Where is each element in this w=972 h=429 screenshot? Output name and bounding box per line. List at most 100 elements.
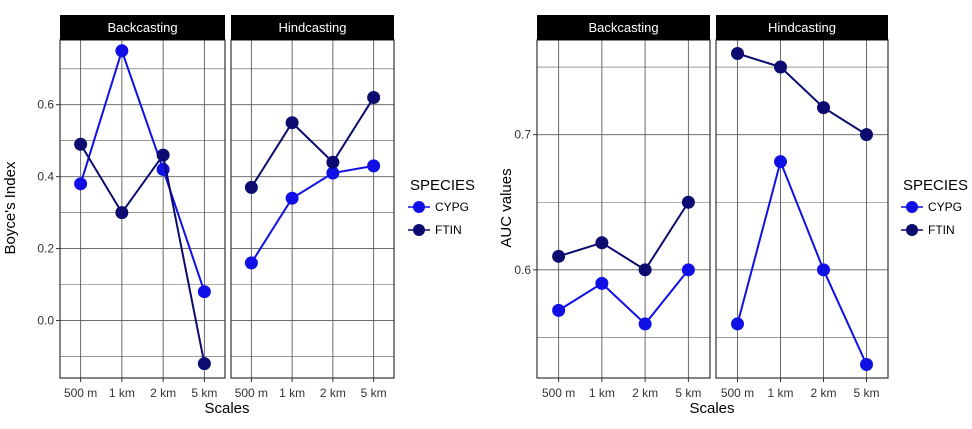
boyce-y-ticks: 0.0 0.2 0.4 0.6 — [37, 98, 60, 327]
boyce-grid — [59, 39, 395, 379]
y-axis-title: AUC values — [498, 168, 515, 247]
legend-item-ftin: FTIN — [901, 223, 955, 237]
y-tick-label: 0.7 — [514, 128, 531, 142]
data-point-cypg — [817, 263, 830, 277]
series-line-ftin — [250, 96, 375, 188]
y-tick-label: 0.2 — [37, 242, 54, 256]
data-point-ftin — [244, 180, 258, 194]
auc-grid — [536, 39, 889, 379]
x-tick-label: 500 m — [235, 386, 268, 400]
data-point-cypg — [774, 155, 787, 169]
auc-values-chart: Backcasting Hindcasting 0.6 0.7 500 m 1 km… — [498, 15, 968, 417]
data-point-ftin — [326, 155, 340, 169]
data-point-ftin — [285, 116, 299, 130]
data-point-ftin — [197, 357, 211, 371]
data-point-ftin — [115, 206, 129, 220]
legend-item-cypg: CYPG — [901, 200, 962, 214]
x-tick-label: 2 km — [810, 386, 836, 400]
data-point-ftin — [156, 148, 170, 162]
data-point-cypg — [681, 263, 695, 277]
y-tick-label: 0.0 — [37, 313, 54, 327]
data-point-ftin — [681, 195, 695, 209]
y-tick-label: 0.6 — [37, 98, 54, 112]
y-tick-label: 0.6 — [514, 263, 531, 277]
data-point-ftin — [860, 128, 873, 142]
auc-facet-strips: Backcasting Hindcasting — [537, 15, 888, 40]
strip-label-hindcasting: Hindcasting — [279, 20, 347, 35]
x-tick-label: 500 m — [721, 386, 754, 400]
boyce-facet-strips: Backcasting Hindcasting — [60, 15, 394, 40]
x-axis-title: Scales — [689, 400, 734, 417]
legend-label-cypg: CYPG — [435, 200, 469, 214]
data-point-ftin — [367, 91, 381, 105]
data-point-cypg — [326, 166, 340, 180]
series-line-cypg — [558, 269, 690, 326]
series-line-ftin — [737, 52, 868, 136]
x-tick-label: 1 km — [589, 386, 615, 400]
series-line-cypg — [250, 164, 374, 264]
x-tick-label: 5 km — [675, 386, 701, 400]
x-tick-label: 5 km — [361, 386, 387, 400]
legend-item-ftin: FTIN — [408, 223, 462, 237]
x-axis-title: Scales — [204, 400, 249, 417]
boyce-index-chart: Backcasting Hindcasting 0.0 0.2 0.4 0.6 500… — [2, 15, 475, 417]
series-line-ftin — [79, 143, 206, 364]
strip-hindcasting — [231, 15, 394, 40]
legend-label-ftin: FTIN — [435, 223, 462, 237]
panel-background — [231, 40, 394, 378]
strip-hindcasting — [716, 15, 888, 40]
strip-backcasting — [537, 15, 710, 40]
legend-swatch-ftin — [413, 224, 425, 236]
data-point-cypg — [860, 357, 873, 371]
legend-item-cypg: CYPG — [408, 200, 469, 214]
data-point-cypg — [367, 159, 381, 173]
legend-title: SPECIES — [410, 177, 475, 194]
boyce-series — [74, 44, 381, 371]
x-tick-label: 1 km — [767, 386, 793, 400]
strip-label-hindcasting: Hindcasting — [768, 20, 836, 35]
series-line-ftin — [558, 201, 690, 272]
x-tick-label: 500 m — [64, 386, 97, 400]
data-point-cypg — [638, 317, 652, 331]
x-tick-label: 500 m — [542, 386, 575, 400]
data-point-ftin — [552, 249, 566, 263]
data-point-ftin — [595, 236, 609, 250]
strip-label-backcasting: Backcasting — [588, 20, 658, 35]
legend-title: SPECIES — [903, 177, 968, 194]
strip-backcasting — [60, 15, 225, 40]
legend-swatch-cypg — [413, 201, 425, 213]
y-axis-title: Boyce's Index — [2, 161, 19, 254]
series-line-cypg — [736, 158, 868, 365]
legend: SPECIES CYPG FTIN — [901, 177, 968, 237]
data-point-cypg — [115, 44, 129, 58]
data-point-ftin — [731, 47, 744, 61]
auc-series — [552, 47, 873, 371]
data-point-cypg — [595, 276, 609, 290]
legend-swatch-ftin — [906, 224, 918, 236]
data-point-ftin — [74, 137, 88, 151]
auc-x-ticks: 500 m 1 km 2 km 5 km 500 m 1 km 2 km 5 km — [542, 378, 880, 400]
legend-label-cypg: CYPG — [928, 200, 962, 214]
legend-swatch-cypg — [906, 201, 918, 213]
x-tick-label: 1 km — [109, 386, 135, 400]
panel-background — [60, 40, 225, 378]
series-line-cypg — [79, 47, 206, 293]
data-point-cypg — [552, 303, 566, 317]
boyce-x-ticks: 500 m 1 km 2 km 5 km 500 m 1 km 2 km 5 km — [64, 378, 387, 400]
panel-background — [537, 40, 710, 378]
data-point-cypg — [285, 191, 299, 205]
legend-label-ftin: FTIN — [928, 223, 955, 237]
x-tick-label: 5 km — [191, 386, 217, 400]
auc-y-ticks: 0.6 0.7 — [514, 128, 537, 277]
x-tick-label: 2 km — [632, 386, 658, 400]
x-tick-label: 5 km — [853, 386, 879, 400]
data-point-ftin — [638, 263, 652, 277]
data-point-ftin — [817, 101, 830, 115]
panel-background — [716, 40, 888, 378]
strip-label-backcasting: Backcasting — [107, 20, 177, 35]
data-point-cypg — [197, 285, 211, 299]
x-tick-label: 2 km — [150, 386, 176, 400]
x-tick-label: 2 km — [320, 386, 346, 400]
x-tick-label: 1 km — [279, 386, 305, 400]
